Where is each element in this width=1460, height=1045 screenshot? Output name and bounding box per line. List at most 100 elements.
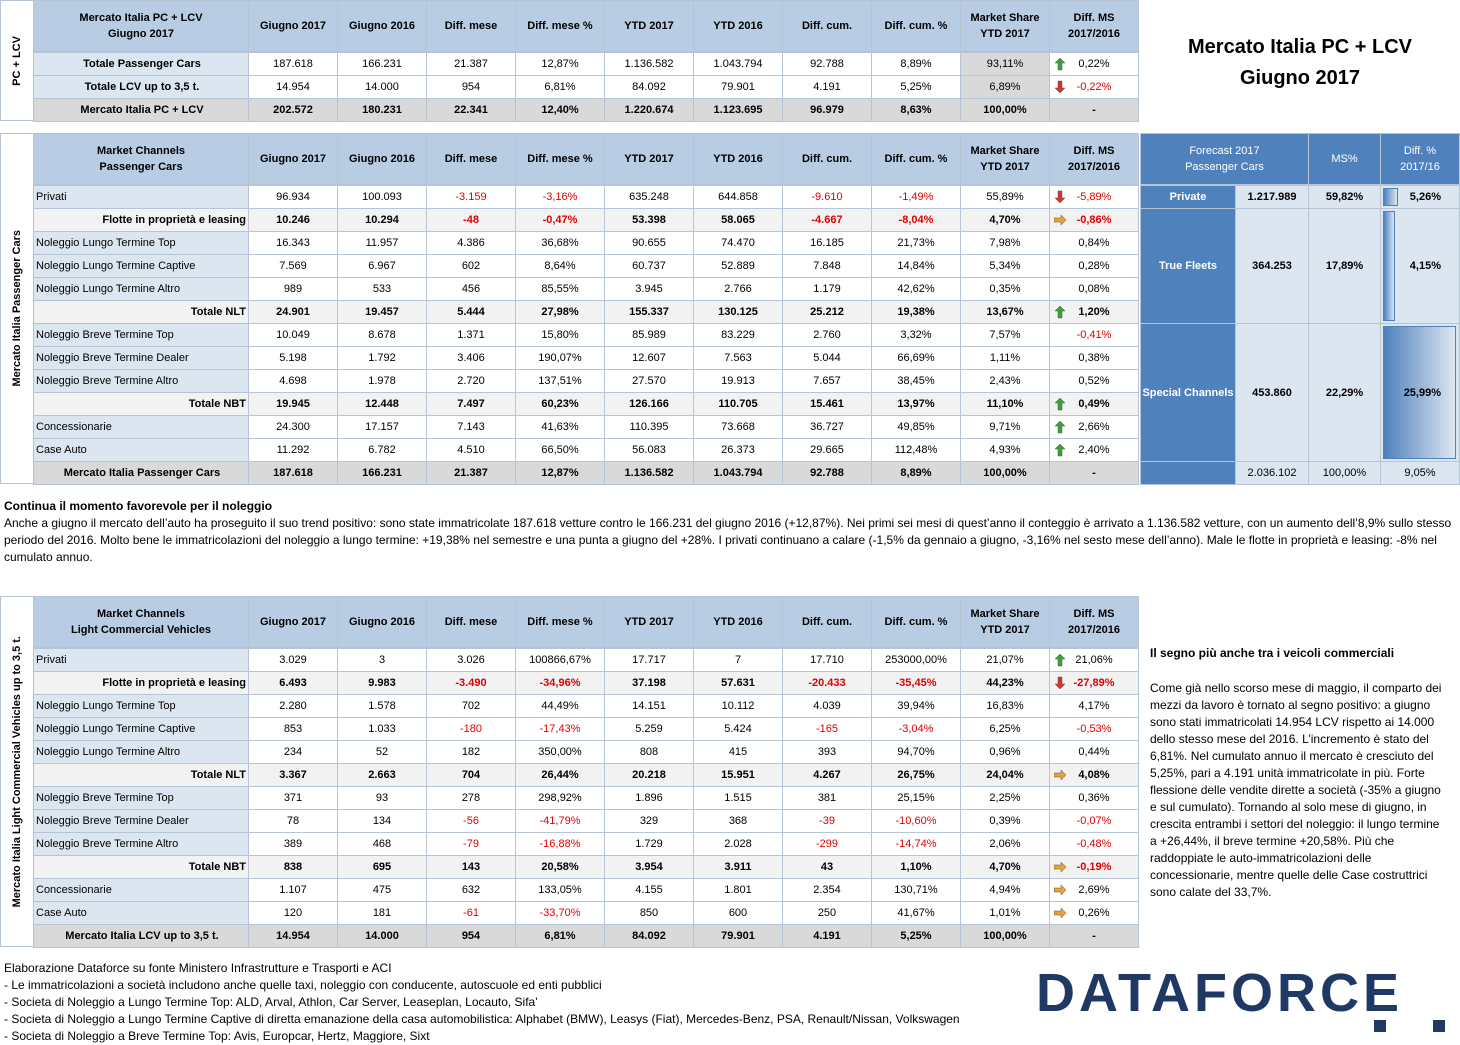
cell-text: 9,71%	[989, 421, 1021, 433]
cell-text: 2.766	[724, 283, 752, 295]
cell-text: -	[1092, 930, 1096, 942]
cell-text: -33,70%	[539, 907, 581, 919]
value-cell: 21,73%	[871, 231, 961, 255]
trend-arrow	[1054, 443, 1066, 457]
cell-text: Noleggio Breve Termine Altro	[36, 838, 179, 850]
cell-text: 704	[461, 769, 481, 781]
value-cell: 38,45%	[871, 369, 961, 393]
cell-text: Diff. MS	[1073, 608, 1115, 620]
header-cell: Diff. mese	[426, 0, 516, 52]
header-cell: Giugno 2017	[248, 0, 338, 52]
value-cell: -0,19%	[1049, 855, 1139, 879]
cell-text: 36.727	[810, 421, 844, 433]
cell-text: 59,82%	[1325, 191, 1364, 203]
value-cell: -48	[426, 208, 516, 232]
cell-text: 14.954	[276, 81, 310, 93]
cell-text: 7.143	[457, 421, 485, 433]
value-cell: 5.424	[693, 717, 783, 741]
trend-arrow	[1054, 214, 1066, 226]
cell-text: 1.043.794	[713, 58, 763, 70]
cell-text: -4.667	[811, 214, 843, 226]
value-cell: 1,01%	[960, 901, 1050, 925]
cell-text: 134	[372, 815, 392, 827]
cell-text: 0,84%	[1078, 237, 1110, 249]
cell-text: 1,01%	[989, 907, 1021, 919]
header-cell: Diff. mese	[426, 596, 516, 648]
cell-text: Diff. mese %	[527, 616, 593, 628]
value-cell: 26.373	[693, 438, 783, 462]
value-cell: 600	[693, 901, 783, 925]
cell-text: 0,52%	[1078, 375, 1110, 387]
cell-text: 13,97%	[897, 398, 935, 410]
cell-text: 166.231	[362, 58, 402, 70]
header-cell: Diff. mese	[426, 133, 516, 185]
value-cell: 4,93%	[960, 438, 1050, 462]
cell-text: 1.123.695	[713, 104, 763, 116]
cell-text: 2.760	[813, 329, 841, 341]
value-cell: 79.901	[693, 924, 783, 948]
cell-text: Forecast 2017	[1189, 145, 1260, 157]
value-cell: 43	[782, 855, 872, 879]
cell-text: 4,17%	[1078, 700, 1110, 712]
value-cell: 1,11%	[960, 346, 1050, 370]
row-label: Mercato Italia PC + LCV	[33, 98, 249, 122]
value-cell: 84.092	[604, 924, 694, 948]
value-cell: 6,25%	[960, 717, 1050, 741]
arrow-shape	[1054, 80, 1066, 94]
cell-text: 16.343	[276, 237, 310, 249]
cell-text: 7.848	[813, 260, 841, 272]
cell-text: 2.354	[813, 884, 841, 896]
value-cell: 42,62%	[871, 277, 961, 301]
cell-text: 2,69%	[1078, 884, 1110, 896]
value-cell: 5,25%	[871, 924, 961, 948]
footer-line: Elaborazione Dataforce su fonte Minister…	[4, 961, 392, 975]
cell-text: Diff. cum.	[801, 616, 853, 628]
trend-arrow	[1054, 305, 1066, 319]
value-cell: 368	[693, 809, 783, 833]
value-cell: 253000,00%	[871, 648, 961, 672]
cell-text: 4.510	[457, 444, 485, 456]
header-cell: Giugno 2017	[248, 596, 338, 648]
cell-text: 364.253	[1252, 260, 1292, 272]
header-cell: Diff. cum.	[782, 596, 872, 648]
value-cell: 12.448	[337, 392, 427, 416]
cell-text: 52	[375, 746, 389, 758]
cell-text: -10,60%	[895, 815, 937, 827]
cell-text: Flotte in proprietà e leasing	[102, 677, 246, 689]
value-cell: 0,96%	[960, 740, 1050, 764]
value-cell: 278	[426, 786, 516, 810]
value-cell: 2,66%	[1049, 415, 1139, 439]
cell-text: 24.300	[276, 421, 310, 433]
cell-text: 1.179	[813, 283, 841, 295]
value-cell: 112,48%	[871, 438, 961, 462]
cell-text: Passenger Cars	[99, 161, 183, 173]
side-text: Mercato Italia Light Commercial Vehicles…	[11, 635, 23, 908]
value-cell: 4,70%	[960, 208, 1050, 232]
row-label: Concessionarie	[33, 878, 249, 902]
cell-text: 5.198	[279, 352, 307, 364]
cell-text: Mercato Italia LCV up to 3,5 t.	[65, 930, 219, 942]
value-cell: 393	[782, 740, 872, 764]
value-cell: 90.655	[604, 231, 694, 255]
cell-text: Noleggio Lungo Termine Top	[36, 700, 176, 712]
arrow-shape	[1054, 397, 1066, 411]
cell-text: 73.668	[721, 421, 755, 433]
value-cell: 4,94%	[960, 878, 1050, 902]
value-cell: 100866,67%	[515, 648, 605, 672]
value-cell: 2,25%	[960, 786, 1050, 810]
value-cell: 19.913	[693, 369, 783, 393]
value-cell: 8.678	[337, 323, 427, 347]
forecast-header: Forecast 2017 Passenger Cars	[1140, 133, 1309, 185]
cell-text: 38,45%	[897, 375, 935, 387]
value-cell: 1,20%	[1049, 300, 1139, 324]
cell-text: 2,40%	[1078, 444, 1110, 456]
value-cell: 14.000	[337, 924, 427, 948]
value-cell: 17.157	[337, 415, 427, 439]
cell-text: 7.569	[279, 260, 307, 272]
cell-text: 202.572	[273, 104, 313, 116]
row-label: Noleggio Lungo Termine Top	[33, 231, 249, 255]
cell-text: 66,50%	[541, 444, 579, 456]
value-cell: 60,23%	[515, 392, 605, 416]
cell-text: Noleggio Breve Termine Top	[36, 329, 174, 341]
row-label: Totale LCV up to 3,5 t.	[33, 75, 249, 99]
